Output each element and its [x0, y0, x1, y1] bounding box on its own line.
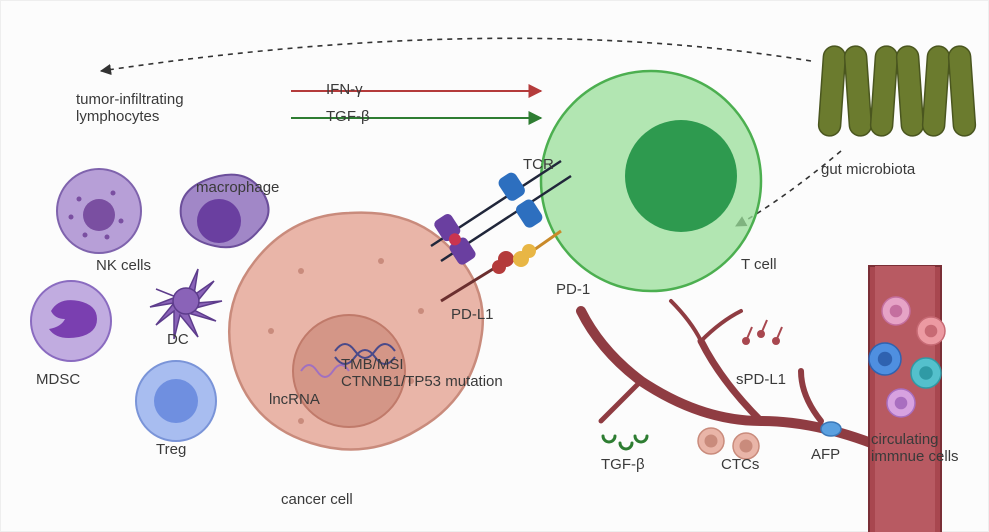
pd1-receptor [513, 231, 561, 267]
nk-cell [57, 169, 141, 253]
spdl1-markers [742, 320, 782, 345]
label-ifn: IFN-γ [326, 81, 363, 98]
label-til: tumor-infiltrating lymphocytes [76, 91, 184, 126]
afp-marker [821, 422, 841, 436]
label-pdl1: PD-L1 [451, 306, 494, 323]
label-circ: circulating immnue cells [871, 431, 959, 466]
gut-microbiota [818, 45, 976, 136]
arrow-gut-to-til [101, 38, 811, 71]
label-macrophage: macrophage [196, 179, 279, 196]
mdsc-cell [31, 281, 111, 361]
label-pd1: PD-1 [556, 281, 590, 298]
label-tcell: T cell [741, 256, 777, 273]
label-spdl1: sPD-L1 [736, 371, 786, 388]
label-afp: AFP [811, 446, 840, 463]
label-treg: Treg [156, 441, 186, 458]
label-gut: gut microbiota [821, 161, 915, 178]
treg-cell [136, 361, 216, 441]
tgfb-markers [603, 436, 647, 449]
label-lncrna: lncRNA [269, 391, 320, 408]
label-ctcs: CTCs [721, 456, 759, 473]
label-dc: DC [167, 331, 189, 348]
t-cell [541, 71, 761, 291]
label-tgfb_top: TGF-β [326, 108, 370, 125]
label-tgfb_blood: TGF-β [601, 456, 645, 473]
bloodstream [581, 266, 945, 532]
label-mdsc: MDSC [36, 371, 80, 388]
cancer-cell [229, 213, 483, 450]
label-cancer: cancer cell [281, 491, 353, 508]
label-tcr: TCR [523, 156, 554, 173]
dc-cell [150, 269, 222, 339]
label-tmb: TMB/MSI CTNNB1/TP53 mutation [341, 356, 503, 391]
label-nk: NK cells [96, 257, 151, 274]
